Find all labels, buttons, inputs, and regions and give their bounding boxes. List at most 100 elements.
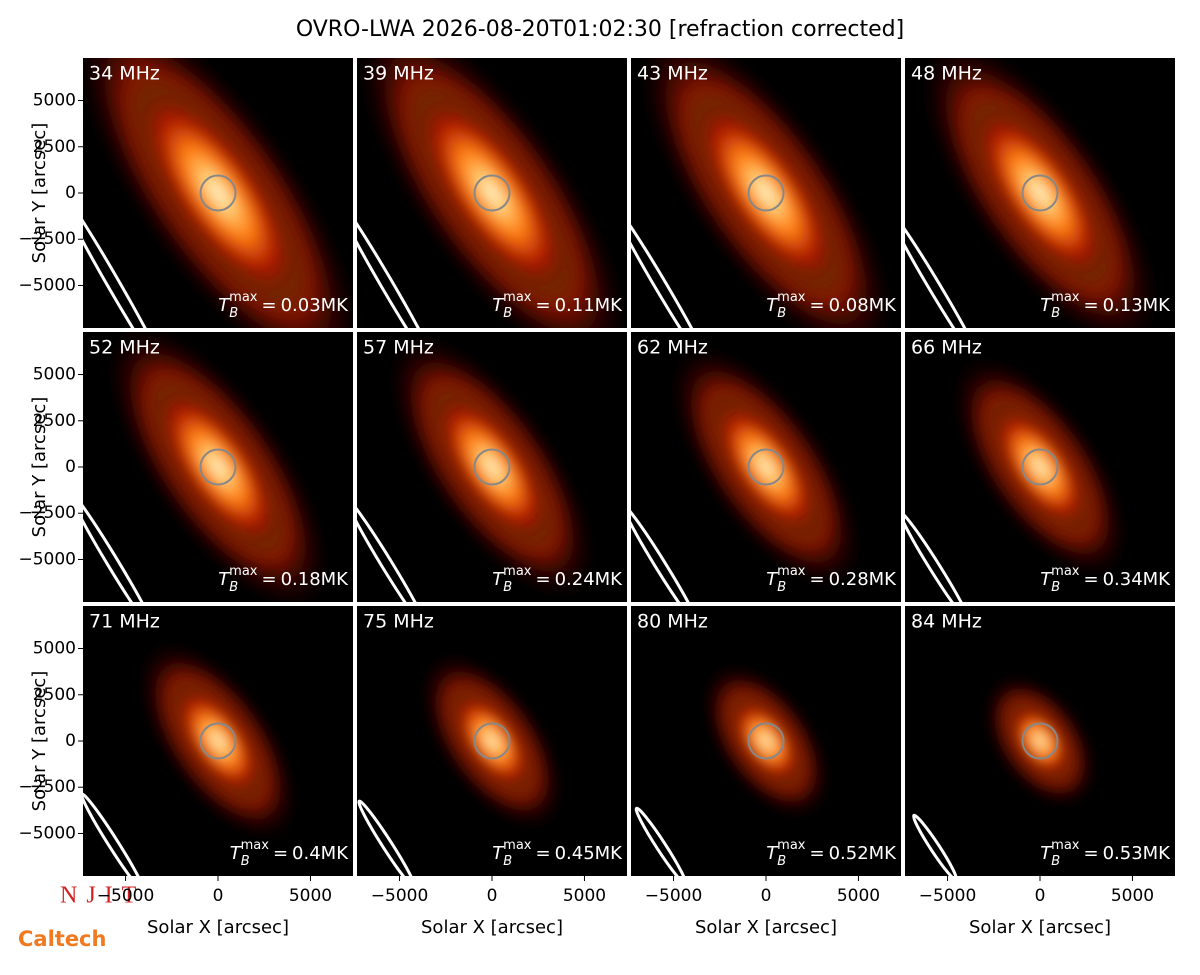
beam xyxy=(83,792,146,876)
tmax-symbol: T xyxy=(492,843,505,864)
solar-disk xyxy=(199,174,237,212)
y-tick-label: 2500 xyxy=(33,411,76,431)
tmax-value: 0.45MK xyxy=(555,843,624,864)
emission xyxy=(982,673,1098,809)
beam xyxy=(631,504,701,602)
x-tick-label: 0 xyxy=(487,886,498,906)
beam xyxy=(357,496,430,602)
panel xyxy=(905,58,1175,328)
emission xyxy=(83,58,353,328)
emission-core xyxy=(726,693,806,789)
panel xyxy=(631,606,901,876)
tmax-eq: = xyxy=(535,295,550,316)
x-tick-label: −5000 xyxy=(645,886,703,906)
y-tick-label: 5000 xyxy=(33,639,76,659)
tmax-symbol: T xyxy=(766,295,779,316)
panel xyxy=(631,58,901,328)
panel xyxy=(83,58,353,328)
x-tick-label: 0 xyxy=(761,886,772,906)
tmax-eq: = xyxy=(535,843,550,864)
tmax-label: TBmax = 0.11MK xyxy=(492,290,623,321)
beam xyxy=(357,193,441,328)
tmax-sub: B xyxy=(503,854,512,869)
emission-core xyxy=(149,378,287,556)
tmax-value: 0.52MK xyxy=(829,843,898,864)
solar-disk xyxy=(747,174,785,212)
panel xyxy=(83,606,353,876)
tmax-eq: = xyxy=(535,569,550,590)
frequency-label: 52 MHz xyxy=(89,337,160,359)
emission-core xyxy=(707,392,825,542)
tmax-value: 0.08MK xyxy=(829,295,898,316)
beam xyxy=(912,813,958,876)
tmax-eq: = xyxy=(809,843,824,864)
tmax-value: 0.4MK xyxy=(292,843,349,864)
frequency-label: 80 MHz xyxy=(637,611,708,633)
tmax-sub: B xyxy=(503,580,512,595)
frequency-label: 39 MHz xyxy=(363,63,434,85)
emission-core xyxy=(168,679,268,803)
solar-disk xyxy=(473,174,511,212)
tmax-symbol: T xyxy=(230,843,243,864)
emission xyxy=(701,662,831,820)
tmax-sup: max xyxy=(229,290,258,305)
beam xyxy=(905,511,972,602)
tmax-sub: B xyxy=(777,854,786,869)
x-axis-label: Solar X [arcsec] xyxy=(147,917,289,938)
tmax-sub: B xyxy=(241,854,250,869)
x-tick-label: 0 xyxy=(1035,886,1046,906)
tmax-symbol: T xyxy=(1040,295,1053,316)
tmax-label: TBmax = 0.03MK xyxy=(218,290,349,321)
tmax-label: TBmax = 0.52MK xyxy=(766,838,897,869)
tmax-symbol: T xyxy=(218,569,231,590)
tmax-sub: B xyxy=(503,306,512,321)
tmax-sub: B xyxy=(229,580,238,595)
tmax-value: 0.11MK xyxy=(555,295,624,316)
y-tick-label: −2500 xyxy=(18,229,76,249)
x-tick-label: 5000 xyxy=(289,886,332,906)
x-axis-label: Solar X [arcsec] xyxy=(421,917,563,938)
tmax-label: TBmax = 0.28MK xyxy=(766,564,897,595)
frequency-label: 43 MHz xyxy=(637,63,708,85)
tmax-label: TBmax = 0.08MK xyxy=(766,290,897,321)
y-tick-label: 5000 xyxy=(33,365,76,385)
y-tick-label: 0 xyxy=(65,183,76,203)
x-tick-label: 5000 xyxy=(563,886,606,906)
tmax-label: TBmax = 0.53MK xyxy=(1040,838,1171,869)
emission xyxy=(950,353,1130,581)
y-tick-label: 2500 xyxy=(33,685,76,705)
solar-disk xyxy=(747,722,785,760)
panel xyxy=(357,58,627,328)
emission xyxy=(357,58,627,328)
tmax-sup: max xyxy=(1051,838,1080,853)
tmax-eq: = xyxy=(1083,569,1098,590)
solar-disk xyxy=(199,722,237,760)
tmax-sup: max xyxy=(229,564,258,579)
tmax-label: TBmax = 0.18MK xyxy=(218,564,349,595)
tmax-sub: B xyxy=(229,306,238,321)
tmax-sup: max xyxy=(1051,290,1080,305)
tmax-value: 0.34MK xyxy=(1103,569,1172,590)
logo-caltech: Caltech xyxy=(18,927,106,951)
solar-disk xyxy=(473,722,511,760)
tmax-eq: = xyxy=(809,295,824,316)
tmax-sub: B xyxy=(777,580,786,595)
logo-njit: NJIT xyxy=(60,883,145,909)
tmax-sub: B xyxy=(1051,854,1060,869)
x-tick-label: −5000 xyxy=(97,886,155,906)
tmax-sup: max xyxy=(1051,564,1080,579)
tmax-value: 0.53MK xyxy=(1103,843,1172,864)
tmax-sup: max xyxy=(777,564,806,579)
beam xyxy=(631,200,713,328)
tmax-eq: = xyxy=(273,843,288,864)
tmax-value: 0.24MK xyxy=(555,569,624,590)
tmax-value: 0.13MK xyxy=(1103,295,1172,316)
frequency-label: 75 MHz xyxy=(363,611,434,633)
y-tick-label: −2500 xyxy=(18,777,76,797)
tmax-eq: = xyxy=(1083,843,1098,864)
tmax-label: TBmax = 0.4MK xyxy=(230,838,350,869)
x-tick-label: −5000 xyxy=(919,886,977,906)
solar-disk xyxy=(747,448,785,486)
tmax-sub: B xyxy=(777,306,786,321)
y-axis-label: Solar Y [arcsec] xyxy=(29,671,50,812)
